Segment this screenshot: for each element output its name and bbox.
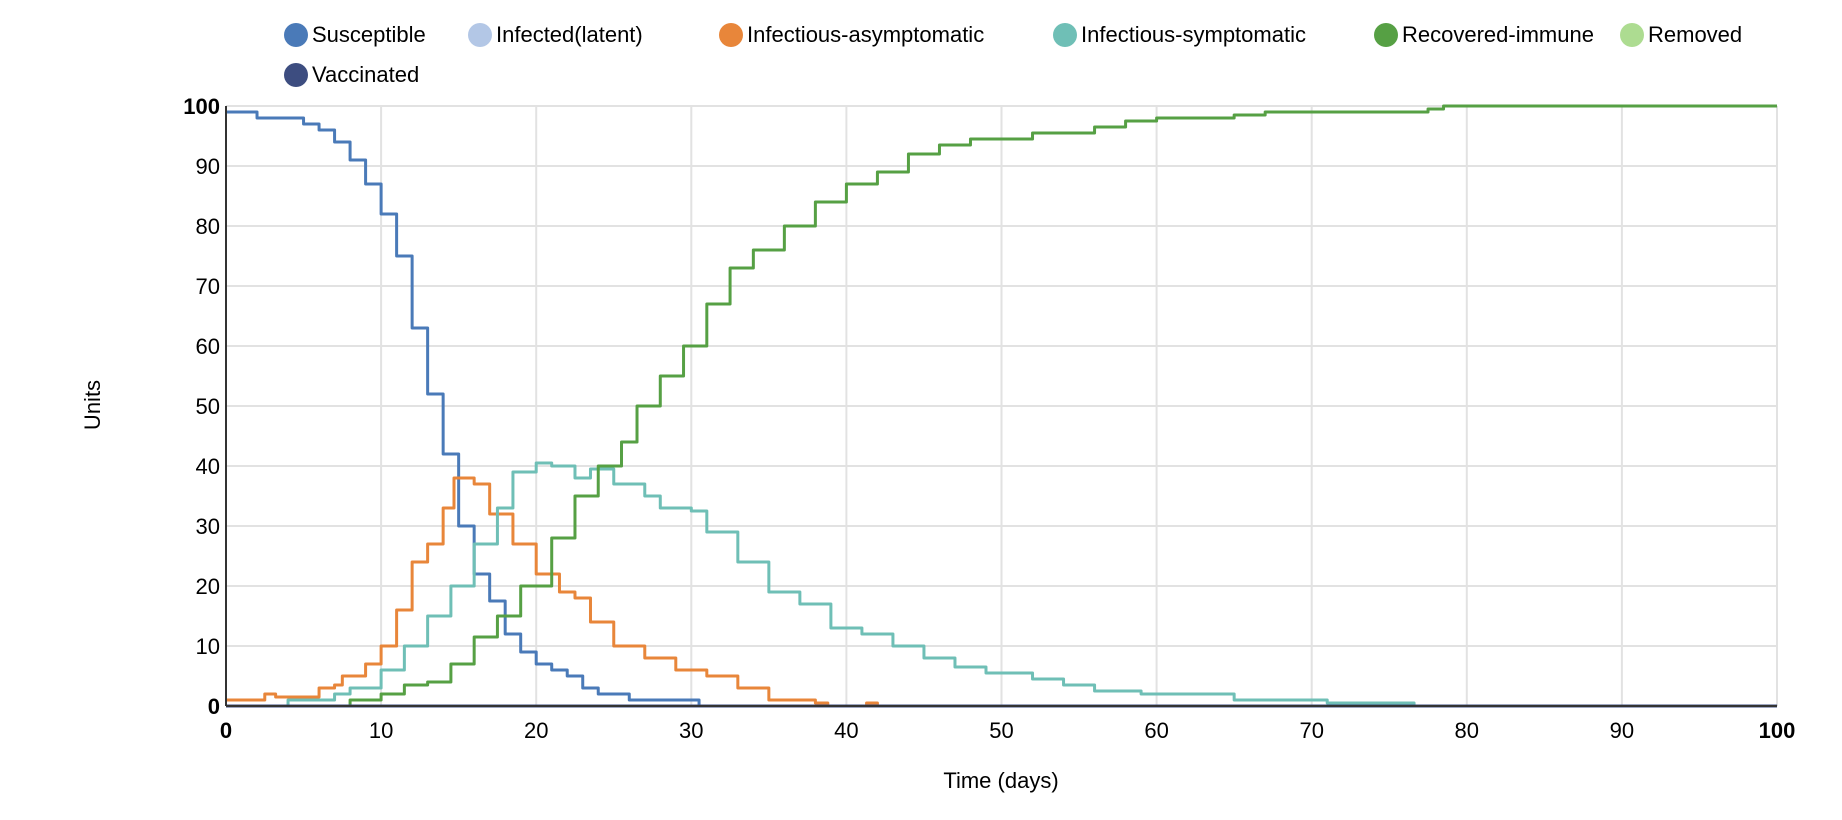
legend-label: Infectious-asymptomatic xyxy=(747,22,985,47)
x-tick-label: 60 xyxy=(1144,718,1168,743)
legend-label: Infectious-symptomatic xyxy=(1081,22,1306,47)
x-axis-ticks: 0 10 20 30 40 50 60 70 80 90 100 xyxy=(220,718,1795,743)
legend-item[interactable]: Infected(latent) xyxy=(468,20,643,50)
y-tick-label: 60 xyxy=(196,334,220,359)
y-tick-label: 40 xyxy=(196,454,220,479)
legend-item[interactable]: Removed xyxy=(1620,20,1742,50)
legend-label: Recovered-immune xyxy=(1402,22,1594,47)
legend-item[interactable]: Infectious-asymptomatic xyxy=(719,20,984,50)
x-tick-label: 50 xyxy=(989,718,1013,743)
chart-legend: Susceptible Infected(latent) Infectious-as… xyxy=(284,20,1824,90)
x-tick-label: 10 xyxy=(369,718,393,743)
y-tick-label: 10 xyxy=(196,634,220,659)
y-tick-label: 80 xyxy=(196,214,220,239)
x-tick-label: 20 xyxy=(524,718,548,743)
legend-marker-icon xyxy=(719,23,743,47)
x-tick-label: 80 xyxy=(1455,718,1479,743)
x-tick-label: 30 xyxy=(679,718,703,743)
legend-label: Vaccinated xyxy=(312,62,420,87)
series-line-infectious-symptomatic xyxy=(226,461,1779,708)
x-tick-label: 40 xyxy=(834,718,858,743)
legend-marker-icon xyxy=(468,23,492,47)
legend-label: Susceptible xyxy=(312,22,426,47)
x-tick-label: 100 xyxy=(1759,718,1796,743)
y-tick-label: 20 xyxy=(196,574,220,599)
series-line-susceptible xyxy=(226,110,1779,708)
x-axis-label: Time (days) xyxy=(943,768,1058,793)
legend-item[interactable]: Infectious-symptomatic xyxy=(1053,20,1306,50)
y-tick-label: 70 xyxy=(196,274,220,299)
y-axis-ticks: 0 10 20 30 40 50 60 70 80 90 100 xyxy=(183,94,220,719)
axes xyxy=(225,106,1777,707)
legend-label: Removed xyxy=(1648,22,1743,47)
y-tick-label: 30 xyxy=(196,514,220,539)
legend-marker-icon xyxy=(284,23,308,47)
legend-item[interactable]: Vaccinated xyxy=(284,60,419,90)
y-tick-label: 100 xyxy=(183,94,220,119)
legend-marker-icon xyxy=(284,63,308,87)
x-tick-label: 0 xyxy=(220,718,232,743)
legend-marker-icon xyxy=(1053,23,1077,47)
legend-marker-icon xyxy=(1374,23,1398,47)
y-tick-label: 50 xyxy=(196,394,220,419)
gridlines xyxy=(226,105,1778,706)
legend-marker-icon xyxy=(1620,23,1644,47)
legend-item[interactable]: Recovered-immune xyxy=(1374,20,1594,50)
legend-item[interactable]: Susceptible xyxy=(284,20,426,50)
y-tick-label: 0 xyxy=(208,694,220,719)
y-tick-label: 90 xyxy=(196,154,220,179)
x-tick-label: 90 xyxy=(1610,718,1634,743)
legend-label: Infected(latent) xyxy=(496,22,643,47)
y-axis-label: Units xyxy=(80,380,105,430)
series-line-recovered-immune xyxy=(226,104,1779,708)
x-tick-label: 70 xyxy=(1299,718,1323,743)
